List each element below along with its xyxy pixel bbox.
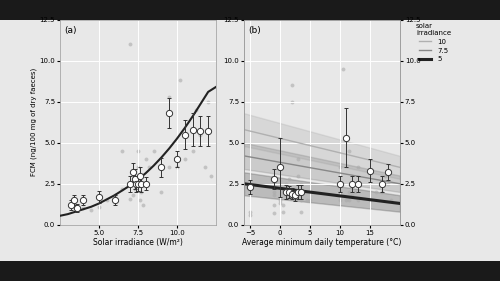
Y-axis label: FCM (ng/100 mg of dry faeces): FCM (ng/100 mg of dry faeces)	[30, 68, 36, 176]
X-axis label: Average minimum daily temperature (°C): Average minimum daily temperature (°C)	[242, 239, 402, 248]
Text: (a): (a)	[64, 26, 77, 35]
X-axis label: Solar irradiance (W/m²): Solar irradiance (W/m²)	[93, 239, 183, 248]
Text: (b): (b)	[248, 26, 262, 35]
Legend: 10, 7.5, 5: 10, 7.5, 5	[416, 23, 451, 62]
